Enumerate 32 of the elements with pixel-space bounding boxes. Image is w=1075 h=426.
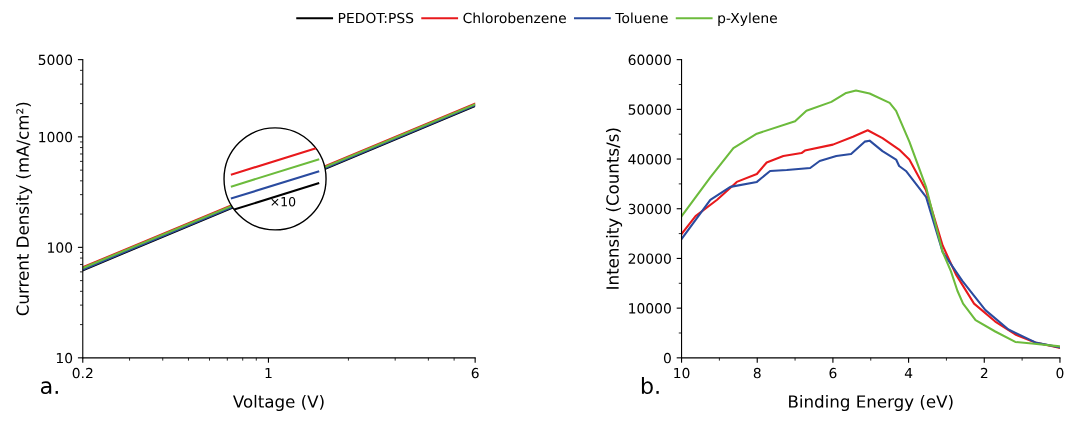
x-tick-label: 6	[829, 367, 837, 379]
x-tick-label: 8	[753, 367, 761, 379]
y-tick-label: 5000	[38, 54, 73, 66]
legend-label: p-Xylene	[718, 12, 777, 26]
y-tick-label: 100	[48, 242, 73, 253]
x-tick-label: 0.2	[72, 367, 93, 379]
annotation: ×10	[271, 196, 296, 207]
legend-label: PEDOT:PSS	[338, 12, 414, 24]
y-tick-label: 1000	[39, 131, 73, 143]
y-tick-label: 0	[663, 352, 671, 364]
legend-label: Toluene	[615, 12, 668, 24]
y-tick-label: 40000	[628, 154, 671, 165]
x-tick-label: 2	[980, 367, 988, 379]
y-tick-label: 50000	[628, 104, 671, 115]
text: b.	[641, 376, 659, 395]
x-tick-label: 4	[904, 367, 913, 379]
y-axis-title: Current Density (mA/cm²)	[16, 102, 33, 316]
x-axis-title: Binding Energy (eV)	[789, 394, 953, 412]
line-series	[681, 89, 1060, 348]
x-tick-label: 6	[471, 367, 479, 379]
x-axis-title: Voltage (V)	[232, 394, 324, 412]
y-tick-label: 30000	[628, 203, 671, 215]
legend-label: Chlorobenzene	[463, 12, 566, 24]
y-axis-title: Intensity (Counts/s)	[605, 128, 623, 289]
x-tick-label: 10	[674, 367, 690, 379]
text: a.	[40, 381, 58, 395]
x-tick-label: 0	[1056, 367, 1064, 379]
x-tick-label: 1	[265, 367, 272, 379]
y-tick-label: 20000	[628, 253, 671, 264]
y-tick-label: 60000	[628, 54, 671, 66]
y-tick-label: 10	[56, 352, 73, 364]
y-tick-label: 10000	[629, 303, 671, 314]
